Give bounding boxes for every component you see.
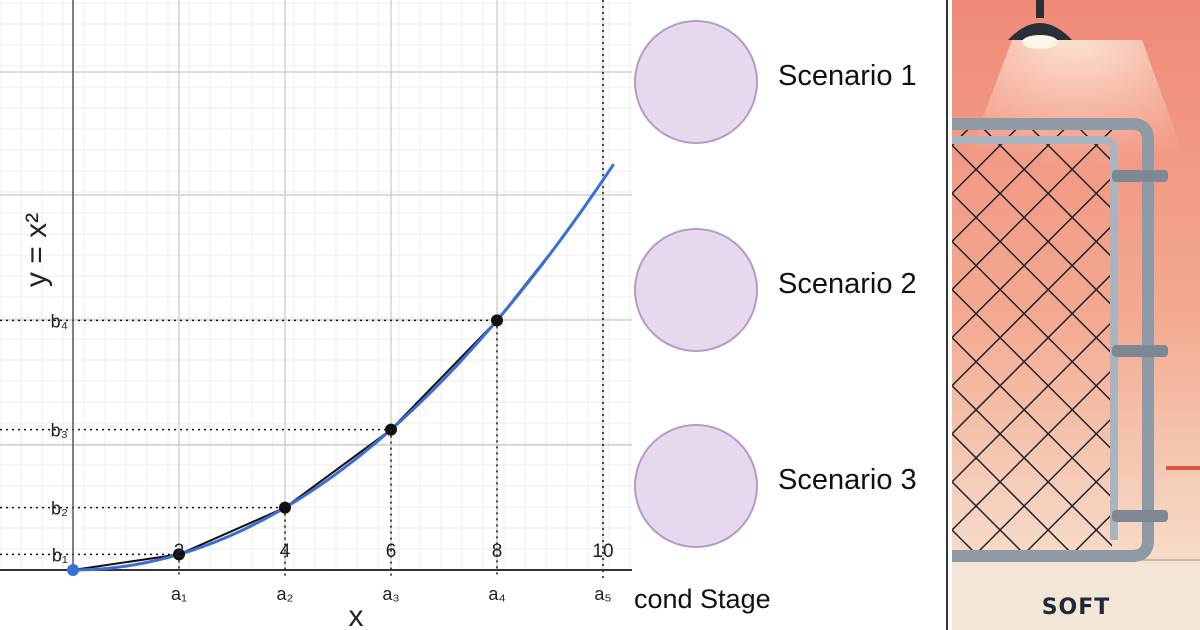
dotted-guide-lines [0,0,604,578]
origin-point [67,564,79,576]
a-label: a₅ [594,584,611,604]
scenario-2-circle[interactable] [634,228,758,352]
curve-points [173,314,503,561]
lamp-bulb [1022,35,1058,49]
curve-point [385,423,397,436]
lamp-rod [1036,0,1044,18]
hinge-top [1112,170,1168,182]
x-tick-labels: 2 4 6 8 10 [174,541,614,562]
floor [952,560,1200,630]
fence-artwork [952,0,1200,630]
scenario-panel: Scenario 1 Scenario 2 Scenario 3 cond St… [632,0,948,630]
b-label: b₃ [51,421,68,441]
curve-point [173,548,185,561]
a-label: a₂ [277,584,294,604]
scenario-3[interactable]: Scenario 3 [632,424,946,554]
curve-point [491,314,503,327]
hinge-bottom [1112,510,1168,522]
scenario-3-circle[interactable] [634,424,758,548]
a-labels: a₁ a₂ a₃ a₄ a₅ [171,584,612,604]
graph-panel: 2 4 6 8 10 a₁ a₂ a₃ a₄ a₅ b₁ b₂ b₃ b₄ x y = x² [0,0,632,630]
x-tick-label: 8 [492,541,503,562]
b-label: b₁ [52,545,68,565]
parabola-curve [73,163,615,572]
x-tick-label: 4 [280,541,291,562]
scenario-3-label: Scenario 3 [778,464,917,496]
scenario-1[interactable]: Scenario 1 [632,20,946,150]
b-label: b₄ [51,311,68,331]
x-tick-label: 10 [592,541,613,562]
wall-trim [1166,466,1200,470]
fence-inner-pipe [952,136,1118,540]
fence-mesh [952,130,1112,550]
b-labels: b₁ b₂ b₃ b₄ [51,311,68,565]
art-caption: SOFT [1041,595,1111,620]
hinge-mid [1112,345,1168,357]
fence-frame-pipe [952,118,1154,562]
x-axis-label: x [349,600,364,630]
a-label: a₄ [488,584,505,604]
graph-plot: 2 4 6 8 10 a₁ a₂ a₃ a₄ a₅ b₁ b₂ b₃ b₄ x y = x² [0,0,632,630]
fence-illustration: SOFT [952,0,1200,630]
x-tick-label: 6 [386,541,397,562]
a-label: a₃ [382,584,399,604]
b-label: b₂ [51,499,68,519]
scenario-2-label: Scenario 2 [778,268,917,300]
major-gridlines [0,0,632,570]
scenario-1-label: Scenario 1 [778,60,917,92]
scenario-2[interactable]: Scenario 2 [632,228,946,358]
x-tick-label: 2 [174,541,185,562]
stage-label: cond Stage [634,584,771,614]
a-label: a₁ [171,584,187,604]
y-axis-label: y = x² [20,213,53,287]
scenario-1-circle[interactable] [634,20,758,144]
curve-point [279,501,291,514]
lamp-icon [1008,23,1072,40]
